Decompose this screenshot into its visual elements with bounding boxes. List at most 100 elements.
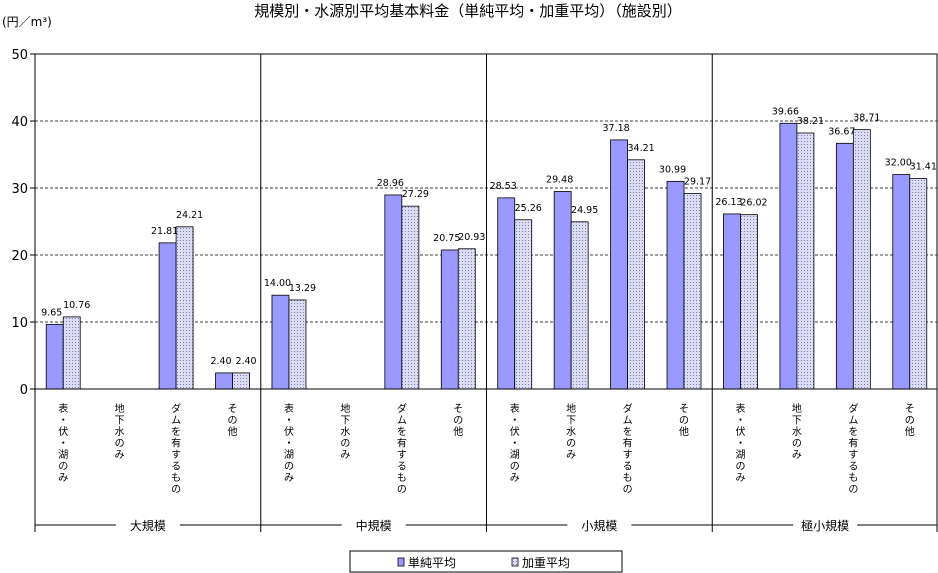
category-label-char: 下 bbox=[340, 416, 350, 427]
category-label-char: 有 bbox=[623, 437, 633, 450]
category-label-char: 表 bbox=[510, 402, 520, 415]
category-label-char: の bbox=[848, 485, 858, 496]
bar-value-label-simple: 32.00 bbox=[885, 158, 912, 169]
category-label-char: 表 bbox=[735, 402, 745, 415]
bar-simple-average bbox=[440, 249, 459, 390]
category-label-char: そ bbox=[228, 403, 238, 415]
category-label-char: る bbox=[623, 461, 633, 473]
category-label-char: 他 bbox=[679, 425, 689, 438]
legend-swatch-simple bbox=[397, 557, 405, 567]
bar-value-label-simple: 28.96 bbox=[377, 178, 404, 189]
bars bbox=[45, 122, 928, 390]
category-label-char: の bbox=[284, 462, 294, 473]
bar-weighted-average bbox=[909, 178, 928, 390]
bar-weighted-average bbox=[570, 221, 589, 390]
category-label-char: 水 bbox=[115, 426, 125, 438]
category-label-char: の bbox=[735, 462, 745, 473]
category-label-char: み bbox=[340, 450, 350, 461]
bar-value-label-weighted: 31.41 bbox=[910, 162, 937, 173]
bar-simple-average bbox=[497, 197, 516, 390]
category-label-char: る bbox=[171, 461, 181, 473]
bar-simple-average bbox=[892, 174, 911, 390]
category-label-char: 有 bbox=[171, 437, 181, 450]
category-label-char: ・ bbox=[735, 439, 745, 450]
legend-label-simple: 単純平均 bbox=[408, 556, 456, 570]
category-label-char: す bbox=[171, 449, 181, 461]
category-label-char: の bbox=[453, 416, 463, 427]
category-label-char: そ bbox=[905, 403, 915, 415]
category-label-char: の bbox=[566, 439, 576, 450]
category-label-char: の bbox=[115, 439, 125, 450]
category-label-char: み bbox=[284, 473, 294, 484]
category-label-char: を bbox=[397, 426, 407, 438]
category-label-char: る bbox=[848, 461, 858, 473]
category-label-char: も bbox=[848, 472, 858, 484]
legend: 単純平均 加重平均 bbox=[349, 550, 623, 573]
category-label-char: の bbox=[905, 416, 915, 427]
category-label-char: も bbox=[171, 472, 181, 484]
category-label-char: ・ bbox=[284, 416, 294, 427]
bar-value-label-weighted: 24.21 bbox=[176, 210, 203, 221]
bar-simple-average bbox=[553, 191, 572, 390]
bar-value-label-weighted: 20.93 bbox=[458, 232, 485, 243]
category-label-char: す bbox=[397, 449, 407, 461]
category-label-char: の bbox=[792, 439, 802, 450]
category-label-char: ・ bbox=[58, 416, 68, 427]
bar-value-label-simple: 37.18 bbox=[602, 123, 629, 134]
category-label-char: ・ bbox=[510, 416, 520, 427]
category-label-char: 水 bbox=[792, 426, 802, 438]
bar-weighted-average bbox=[796, 132, 815, 390]
category-label-char: み bbox=[510, 473, 520, 484]
bar-value-label-weighted: 29.17 bbox=[684, 177, 711, 188]
category-label-char: 地 bbox=[115, 402, 125, 415]
category-label-char: 下 bbox=[115, 416, 125, 427]
category-label-char: み bbox=[566, 450, 576, 461]
bar-value-label-weighted: 27.29 bbox=[402, 189, 429, 200]
category-label-char: 他 bbox=[228, 425, 238, 438]
category-label-char: も bbox=[623, 472, 633, 484]
category-label-char: 他 bbox=[453, 425, 463, 438]
category-label-char: の bbox=[228, 416, 238, 427]
bar-simple-average bbox=[271, 294, 290, 390]
bar-weighted-average bbox=[288, 299, 307, 390]
y-tick-label: 20 bbox=[11, 249, 28, 264]
category-label-char: の bbox=[510, 462, 520, 473]
bar-value-label-simple: 30.99 bbox=[659, 164, 686, 175]
category-label-char: す bbox=[848, 449, 858, 461]
category-label-char: ・ bbox=[735, 416, 745, 427]
bar-weighted-average bbox=[740, 214, 758, 390]
category-label-char: ム bbox=[171, 415, 181, 427]
category-label-char: み bbox=[792, 450, 802, 461]
category-label-char: を bbox=[848, 426, 858, 438]
bar-simple-average bbox=[835, 142, 854, 390]
bar-value-label-weighted: 2.40 bbox=[235, 356, 256, 367]
category-label-char: の bbox=[58, 462, 68, 473]
bar-weighted-average bbox=[514, 219, 533, 390]
category-label-char: 伏 bbox=[58, 425, 68, 438]
bar-simple-average bbox=[384, 194, 403, 390]
bar-value-label-simple: 36.67 bbox=[828, 126, 855, 137]
bar-value-label-simple: 28.53 bbox=[490, 181, 517, 192]
category-label-char: す bbox=[623, 449, 633, 461]
y-axis-ticks: 0 10 20 30 40 50 bbox=[11, 48, 35, 398]
category-label-char: み bbox=[115, 450, 125, 461]
category-label-char: 表 bbox=[284, 402, 294, 415]
category-label-char: そ bbox=[453, 403, 463, 415]
y-tick-label: 30 bbox=[11, 182, 28, 197]
category-label-char: 伏 bbox=[510, 425, 520, 438]
bar-value-label-weighted: 38.21 bbox=[797, 116, 824, 127]
bar-value-label-simple: 26.13 bbox=[715, 197, 742, 208]
bar-simple-average bbox=[666, 180, 685, 390]
category-label-char: 表 bbox=[58, 402, 68, 415]
category-label-char: る bbox=[397, 461, 407, 473]
category-label-char: 水 bbox=[566, 426, 576, 438]
category-label-char: ム bbox=[623, 415, 633, 427]
bar-value-label-simple: 2.40 bbox=[210, 356, 231, 367]
bar-simple-average bbox=[723, 213, 741, 390]
category-label-char: 地 bbox=[566, 402, 576, 415]
group-label: 大規模 bbox=[130, 518, 166, 533]
bar-simple-average bbox=[610, 139, 628, 390]
category-label-char: ム bbox=[848, 415, 858, 427]
